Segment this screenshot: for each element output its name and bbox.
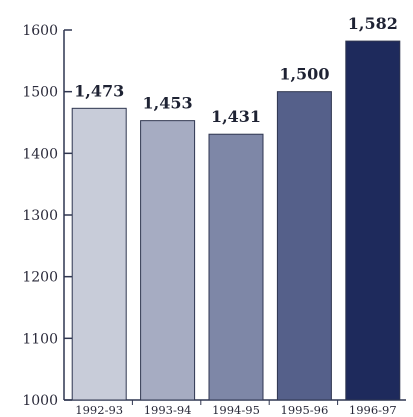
- x-tick-label: 1993-94: [144, 403, 192, 417]
- bar-1994-95: [208, 133, 264, 401]
- data-label-1995-96: 1,500: [279, 65, 329, 84]
- y-tick-label: 1200: [22, 270, 58, 286]
- x-tick-label: 1996-97: [349, 403, 397, 417]
- y-tick-label: 1600: [22, 23, 58, 39]
- x-axis-labels: 1992-93 1993-94 1994-95 1995-96 1996-97: [75, 400, 397, 417]
- y-axis-ticks: 1000 1100 1200 1300 1400 1500 1600: [22, 23, 72, 409]
- bar-1992-93: [71, 107, 127, 401]
- y-tick-label: 1500: [22, 85, 58, 101]
- data-label-1996-97: 1,582: [348, 14, 398, 33]
- chart-bars: [71, 40, 401, 401]
- x-tick-label: 1995-96: [281, 403, 329, 417]
- data-label-1994-95: 1,431: [211, 107, 261, 126]
- chart-data-labels: 1,473 1,453 1,431 1,500 1,582: [74, 14, 398, 126]
- y-tick-label: 1000: [22, 393, 58, 409]
- bar-1995-96: [276, 91, 332, 401]
- y-tick-label: 1100: [22, 331, 58, 347]
- data-label-1992-93: 1,473: [74, 81, 124, 100]
- x-tick-label: 1992-93: [75, 403, 123, 417]
- x-tick-label: 1994-95: [212, 403, 260, 417]
- y-tick-label: 1400: [22, 146, 58, 162]
- y-tick-label: 1300: [22, 208, 58, 224]
- bar-1993-94: [140, 120, 196, 401]
- bar-1996-97: [345, 40, 401, 401]
- data-label-1993-94: 1,453: [143, 94, 193, 113]
